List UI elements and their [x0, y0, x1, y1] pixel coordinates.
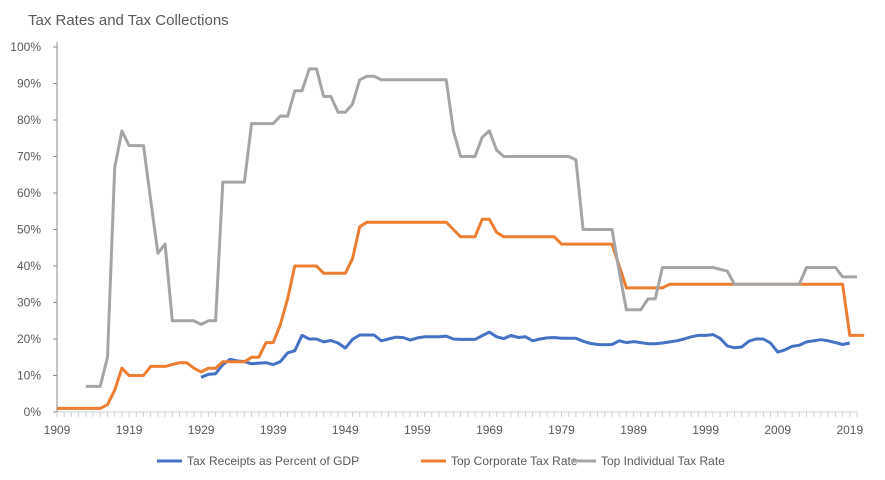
y-tick-label: 10%: [17, 369, 41, 383]
y-tick-label: 30%: [17, 296, 41, 310]
x-tick-label: 1979: [548, 423, 575, 437]
y-tick-label: 80%: [17, 113, 41, 127]
x-tick-label: 1949: [332, 423, 359, 437]
x-tick-label: 1909: [44, 423, 71, 437]
y-tick-label: 20%: [17, 332, 41, 346]
y-tick-label: 50%: [17, 223, 41, 237]
legend-label-1: Top Corporate Tax Rate: [451, 454, 578, 468]
series-line-0: [200, 330, 851, 379]
legend-label-0: Tax Receipts as Percent of GDP: [187, 454, 359, 468]
y-tick-label: 60%: [17, 186, 41, 200]
x-tick-label: 1919: [116, 423, 143, 437]
series-line-2: [85, 67, 857, 388]
x-tick-label: 1969: [476, 423, 503, 437]
x-tick-label: 1939: [260, 423, 287, 437]
y-tick-label: 100%: [10, 40, 41, 54]
y-tick-label: 0%: [24, 405, 42, 419]
chart-title: Tax Rates and Tax Collections: [28, 12, 229, 29]
x-tick-label: 2009: [764, 423, 791, 437]
y-tick-label: 40%: [17, 259, 41, 273]
x-tick-label: 1989: [620, 423, 647, 437]
legend-label-2: Top Individual Tax Rate: [601, 454, 725, 468]
y-tick-label: 70%: [17, 150, 41, 164]
x-tick-label: 1929: [188, 423, 215, 437]
y-tick-label: 90%: [17, 77, 41, 91]
series-line-1: [57, 217, 865, 410]
x-tick-label: 1999: [692, 423, 719, 437]
x-tick-label: 1959: [404, 423, 431, 437]
x-tick-label: 2019: [836, 423, 863, 437]
